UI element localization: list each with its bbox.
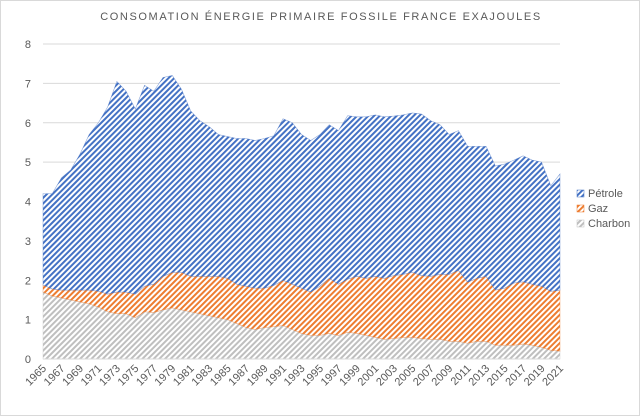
y-tick-label: 1 xyxy=(25,315,31,327)
y-tick-label: 0 xyxy=(25,354,31,366)
y-tick-label: 8 xyxy=(25,39,31,51)
legend-label: Charbon xyxy=(588,218,630,230)
legend-swatch xyxy=(576,189,585,198)
area-series-ptrole xyxy=(42,75,561,295)
y-tick-label: 7 xyxy=(25,78,31,90)
x-tick-label: 2021 xyxy=(540,363,566,389)
y-tick-label: 4 xyxy=(25,197,31,209)
legend-label: Gaz xyxy=(588,203,608,215)
y-tick-label: 6 xyxy=(25,118,31,130)
chart-title: CONSOMATION ÉNERGIE PRIMAIRE FOSSILE FRA… xyxy=(100,11,542,23)
legend-swatch xyxy=(576,204,585,213)
legend-swatch xyxy=(576,219,585,228)
y-tick-label: 2 xyxy=(25,275,31,287)
legend-label: Pétrole xyxy=(588,188,623,200)
y-tick-label: 3 xyxy=(25,236,31,248)
y-tick-label: 5 xyxy=(25,157,31,169)
